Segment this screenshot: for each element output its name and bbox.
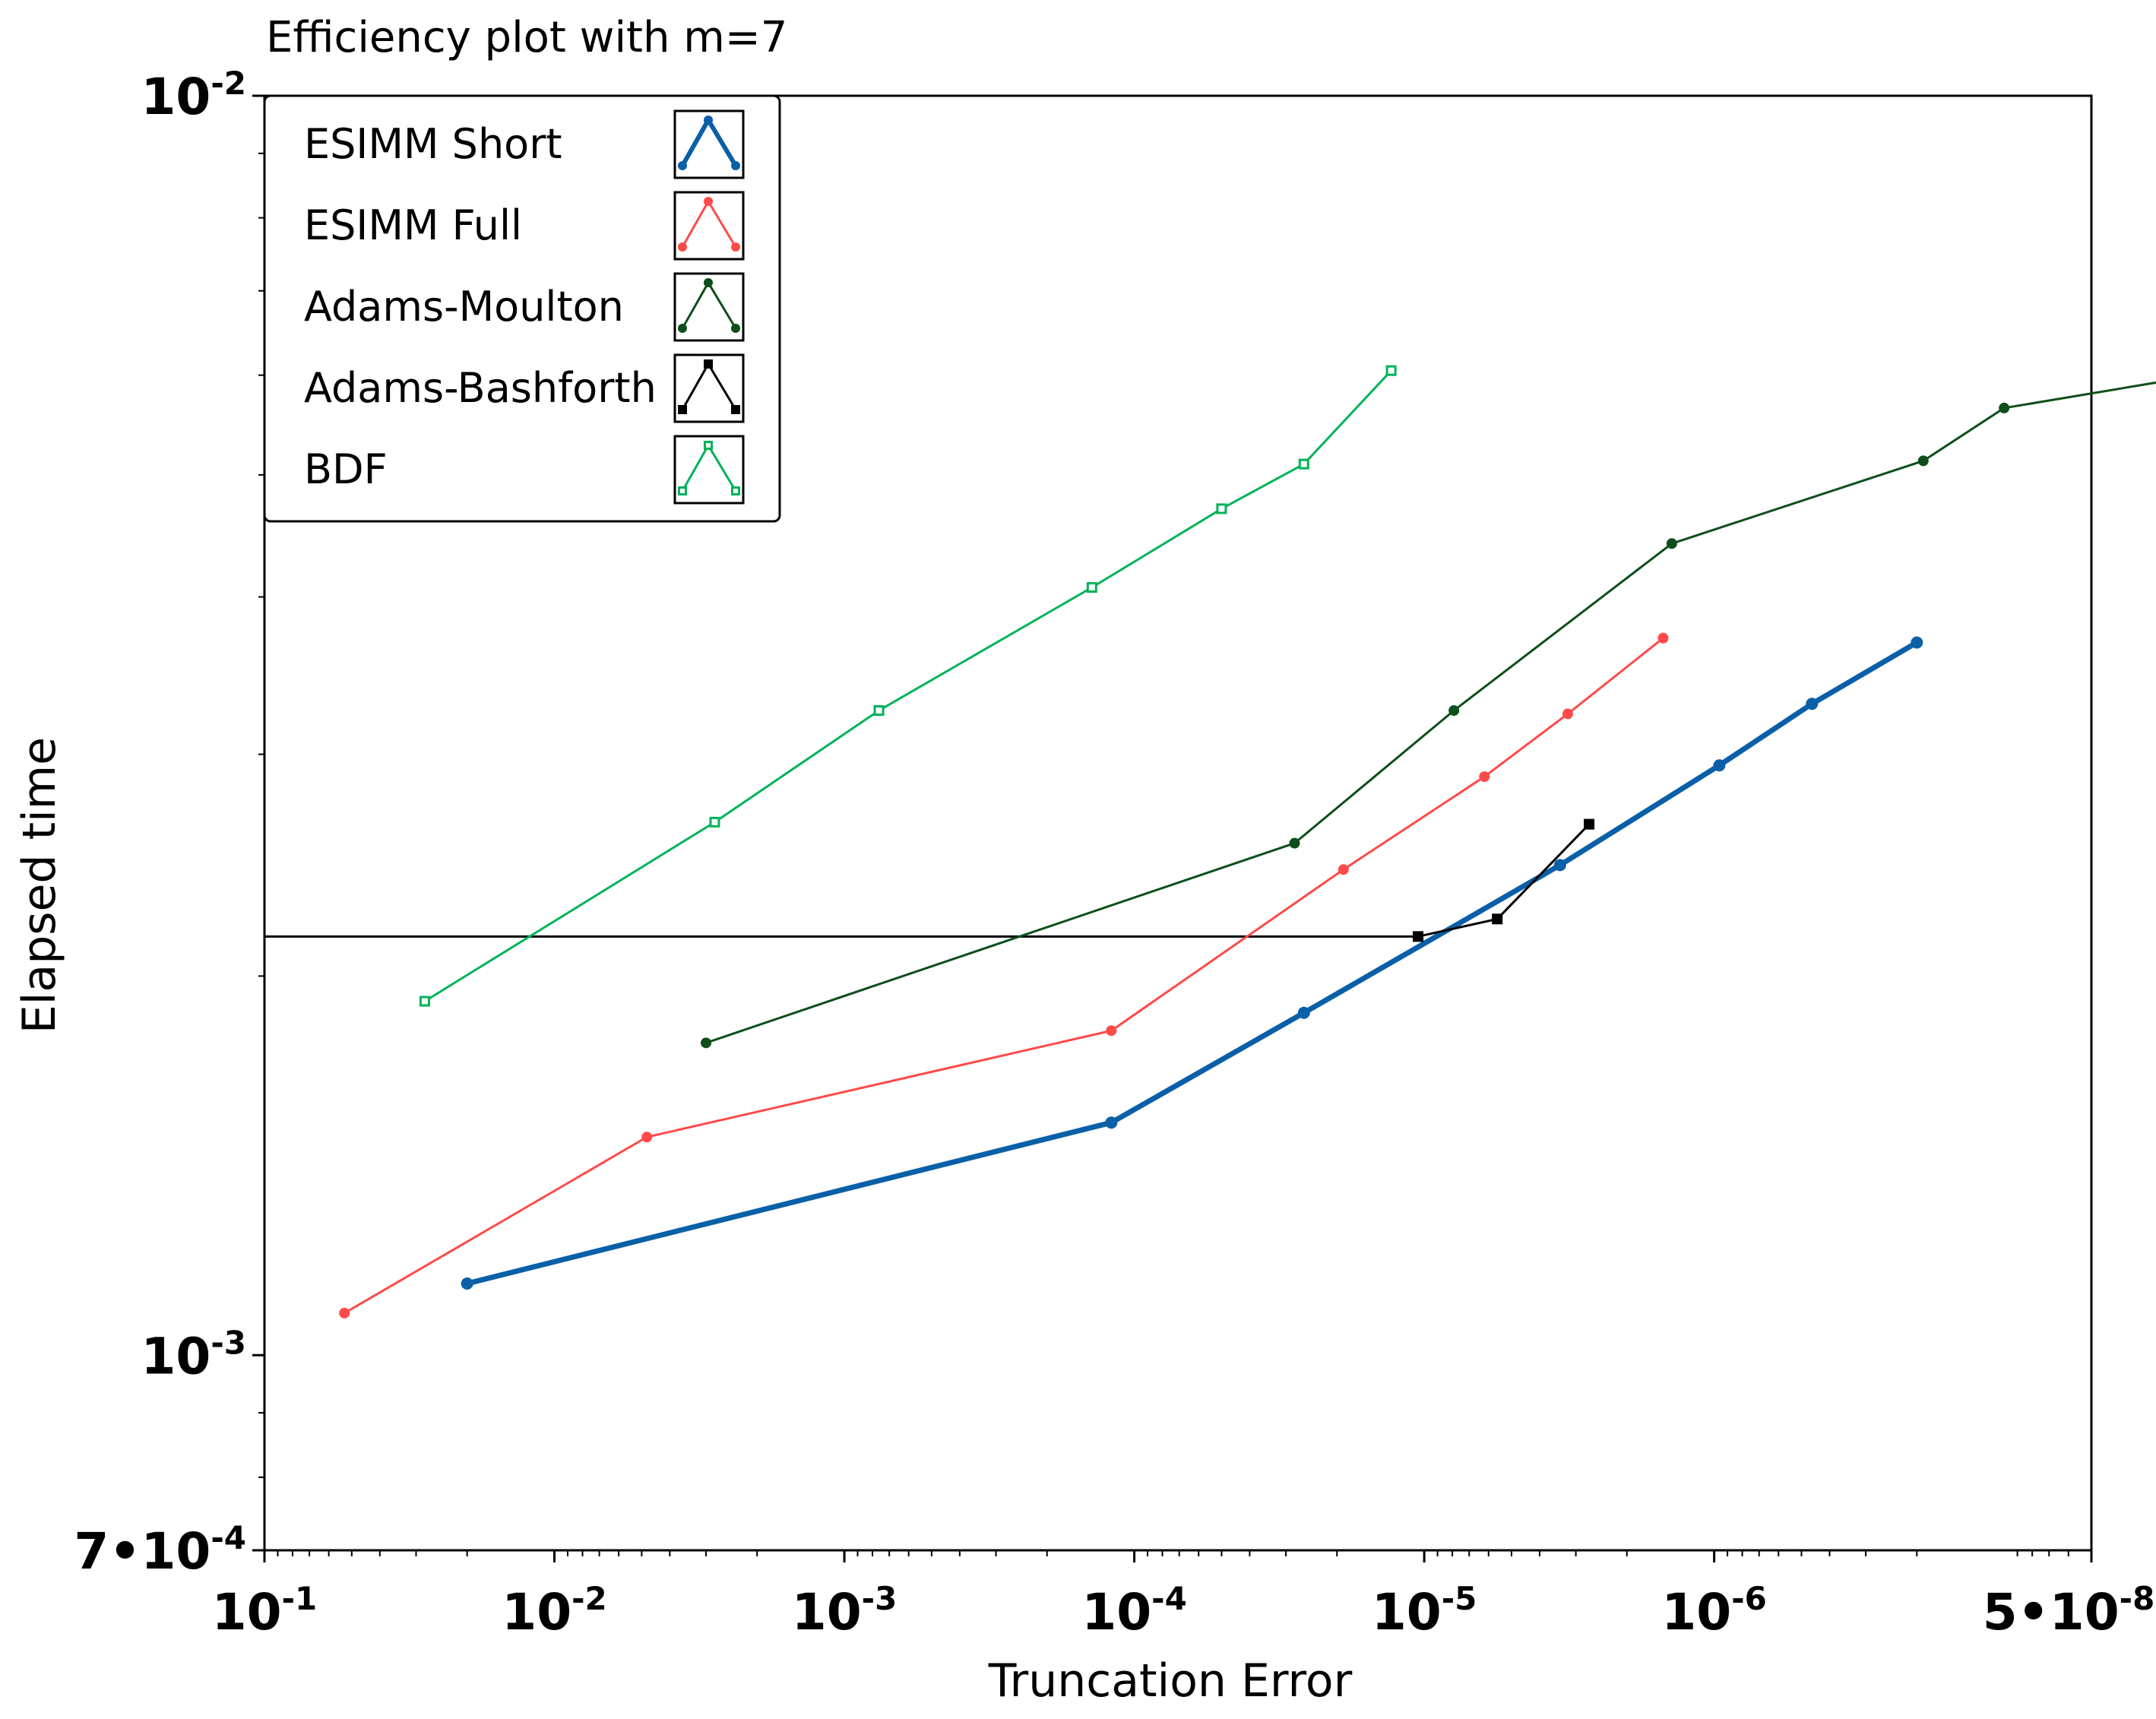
legend-label: Adams-Moulton [304,283,624,331]
legend-swatch-marker [678,486,687,495]
legend-swatch-marker [704,359,713,369]
data-point-esimm-short [461,1277,473,1290]
data-point-bdf [709,816,720,828]
y-tick-label: 7•10-4 [74,1519,246,1581]
series-line-adams-moulton [705,381,2156,1044]
y-tick-label: 10-3 [141,1324,246,1385]
x-axis-label: Truncation Error [988,1654,1353,1708]
data-point-esimm-full [1338,864,1349,875]
series-line-esimm-full [344,637,1664,1315]
legend-swatch-marker [704,441,713,450]
legend-item-bdf: BDF [304,435,745,505]
data-point-adams-bashforth [1492,913,1503,925]
legend-item-esimm-full: ESIMM Full [304,191,745,261]
data-point-adams-bashforth [1584,818,1595,830]
legend-item-esimm-short: ESIMM Short [304,109,745,179]
data-point-bdf [419,996,430,1007]
data-point-adams-moulton [701,1037,712,1049]
x-tick-label: 10-3 [792,1580,898,1641]
data-point-esimm-full [339,1307,350,1319]
data-point-esimm-short [1105,1116,1118,1129]
data-point-esimm-short [1713,759,1726,772]
data-point-adams-moulton [1289,837,1300,849]
x-tick-label: 10-1 [212,1580,318,1641]
series-bdf [419,365,1397,1007]
legend-swatch-marker [731,242,740,252]
x-tick-label: 10-6 [1661,1580,1767,1641]
data-point-esimm-full [1106,1025,1117,1037]
chart-title: Efficiency plot with m=7 [266,13,787,62]
x-tick-label: 5•10-8 [1983,1580,2155,1641]
x-axis-ticks: 10-1 10-2 10-3 10-4 10-5 10-6 5•10-8 [212,1550,2155,1641]
data-point-esimm-short [1806,698,1819,711]
y-axis-label: Elapsed time [13,737,66,1034]
data-point-esimm-short [1911,636,1923,649]
data-point-bdf [1216,503,1227,514]
data-point-esimm-short [1297,1006,1310,1019]
data-point-adams-moulton [1448,704,1460,716]
legend-swatch-marker [731,324,740,333]
x-tick-label: 10-4 [1081,1580,1187,1641]
legend-box [263,94,781,523]
y-tick-label: 10-2 [141,65,246,126]
data-point-bdf [1298,458,1309,470]
data-point-adams-bashforth [1413,931,1424,942]
data-point-esimm-full [1562,708,1573,720]
x-tick-label: 10-5 [1372,1580,1477,1641]
series-adams-moulton [701,381,2156,1049]
legend: ESIMM Short ESIMM Full Adams-Moulton Adams-… [263,94,781,523]
legend-swatch-marker [731,161,740,170]
data-point-bdf [873,704,885,716]
legend-item-adams-moulton: Adams-Moulton [304,272,745,342]
legend-swatch-marker [731,486,740,495]
legend-swatch-marker [678,242,687,252]
legend-swatch-marker [731,405,740,414]
data-point-esimm-full [1479,771,1490,782]
data-point-bdf [1385,365,1397,376]
data-point-esimm-full [1657,632,1669,644]
legend-swatch-marker [704,197,713,206]
legend-swatch-marker [678,405,687,414]
legend-label: Adams-Bashforth [304,364,657,412]
data-point-adams-moulton [1666,538,1677,549]
series-esimm-full [339,632,1669,1319]
legend-swatch-marker [704,278,713,287]
plot-area [263,94,2093,1552]
legend-swatch-marker [704,116,713,125]
y-axis-ticks: 10-2 10-3 7•10-4 [74,65,264,1581]
series-line-esimm-short [466,640,1919,1287]
legend-label: BDF [304,445,388,493]
data-point-adams-moulton [1917,455,1929,467]
data-point-esimm-short [1553,859,1566,872]
legend-item-adams-bashforth: Adams-Bashforth [304,353,745,423]
series-adams-bashforth [1413,818,1595,942]
data-point-bdf [1086,582,1097,594]
data-point-esimm-full [641,1132,653,1143]
series-layer [339,365,2156,1319]
legend-swatch-marker [678,161,687,170]
x-tick-label: 10-2 [502,1580,607,1641]
data-point-adams-moulton [1999,402,2010,413]
legend-swatch-marker [678,324,687,333]
series-esimm-short [461,636,1923,1290]
legend-label: ESIMM Short [304,120,562,168]
series-line-adams-bashforth [1417,823,1591,938]
legend-label: ESIMM Full [304,201,522,249]
